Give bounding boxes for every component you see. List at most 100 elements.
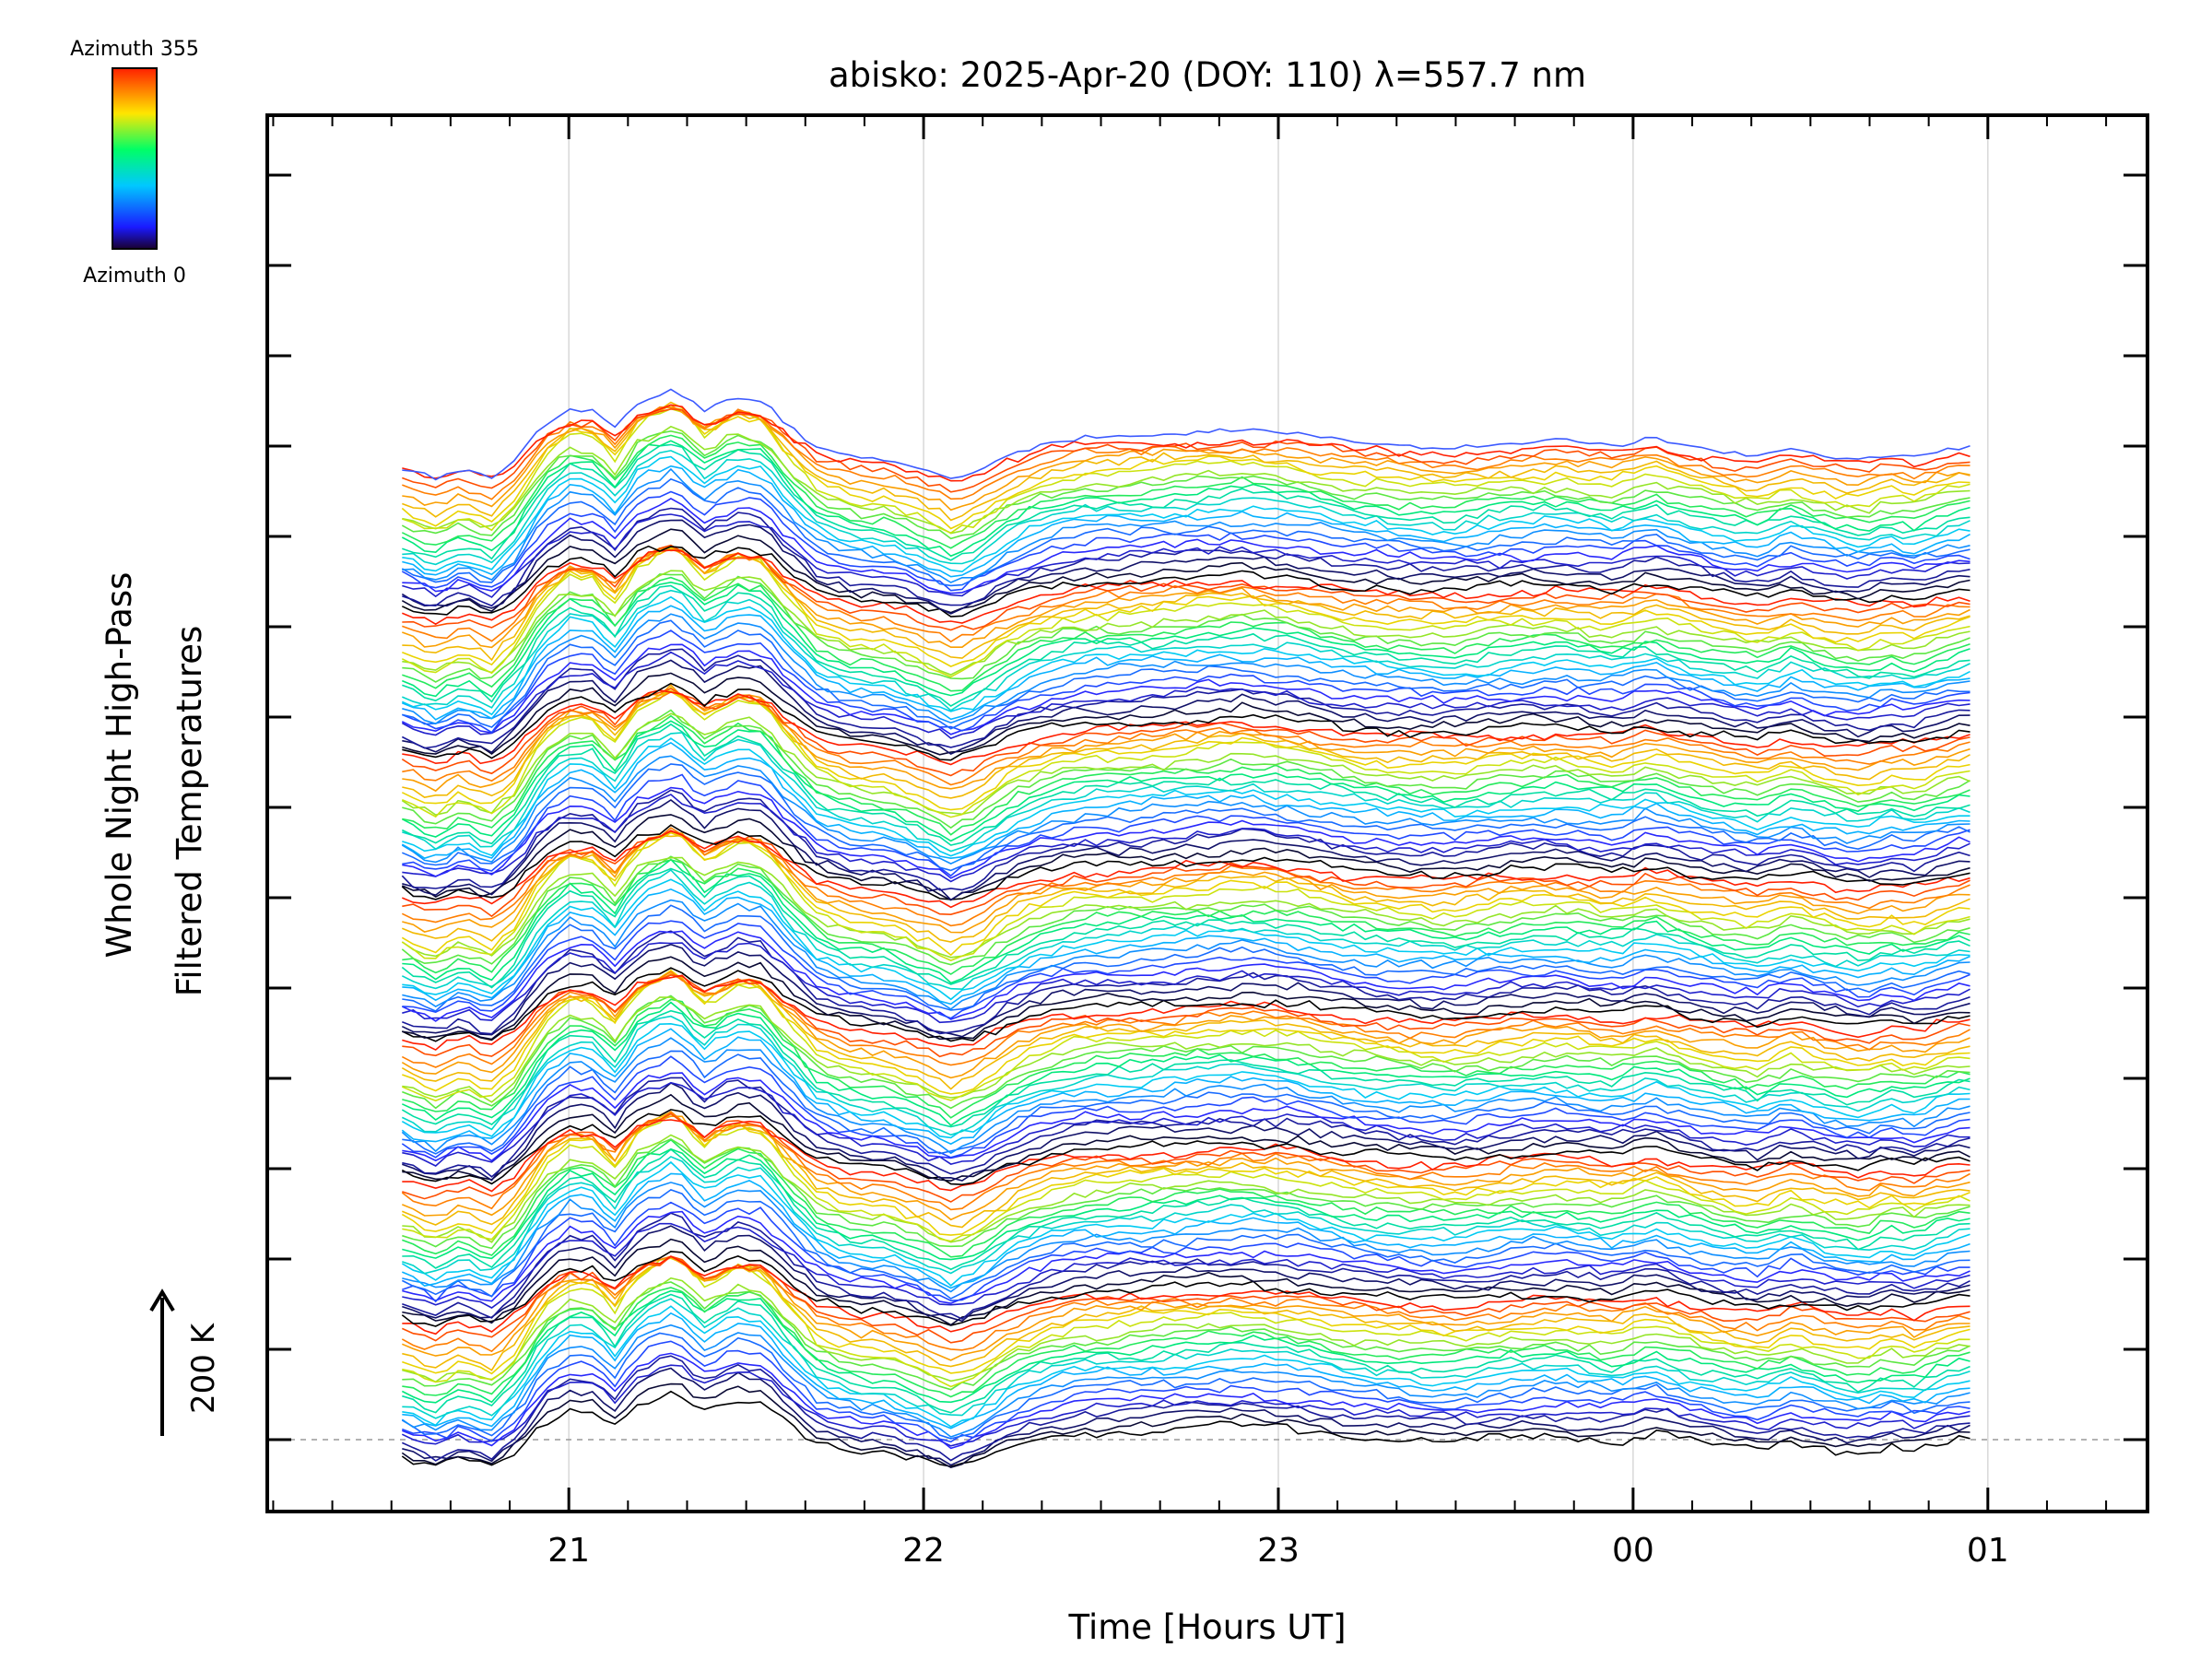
azimuth-trace bbox=[401, 429, 1971, 540]
azimuth-trace bbox=[401, 831, 1971, 957]
azimuth-trace bbox=[401, 1382, 1971, 1468]
azimuth-trace bbox=[401, 1324, 1971, 1438]
scale-bar bbox=[149, 1288, 175, 1436]
azimuth-trace bbox=[401, 1015, 1971, 1136]
azimuth-trace bbox=[401, 741, 1971, 860]
azimuth-trace bbox=[401, 967, 1971, 1042]
azimuth-trace bbox=[402, 930, 1971, 1035]
azimuth-trace bbox=[401, 595, 1971, 716]
azimuth-trace bbox=[402, 1212, 1971, 1321]
azimuth-trace bbox=[401, 1055, 1971, 1159]
colorbar-top-label: Azimuth 355 bbox=[70, 38, 199, 61]
azimuth-trace bbox=[402, 407, 1971, 535]
azimuth-trace bbox=[402, 1340, 1971, 1443]
azimuth-trace bbox=[402, 689, 1971, 766]
azimuth-trace bbox=[401, 581, 1971, 698]
azimuth-trace bbox=[402, 404, 1971, 482]
azimuth-trace bbox=[402, 1298, 1971, 1419]
azimuth-trace bbox=[401, 1390, 1971, 1467]
azimuth-trace bbox=[402, 547, 1971, 662]
azimuth-trace bbox=[401, 440, 1971, 558]
azimuth-trace bbox=[401, 1160, 1971, 1287]
azimuth-trace bbox=[402, 1287, 1971, 1398]
azimuth-trace bbox=[401, 824, 1971, 900]
azimuth-trace bbox=[402, 994, 1971, 1110]
grid bbox=[267, 115, 2147, 1512]
azimuth-trace bbox=[402, 1072, 1971, 1162]
colorbar-bottom-label: Azimuth 0 bbox=[83, 265, 186, 288]
azimuth-trace bbox=[402, 1293, 1971, 1414]
azimuth-trace bbox=[401, 406, 1971, 530]
azimuth-trace bbox=[402, 1257, 1971, 1388]
azimuth-trace bbox=[402, 1225, 1971, 1323]
azimuth-trace bbox=[401, 1111, 1971, 1229]
azimuth-trace bbox=[402, 899, 1971, 1010]
azimuth-trace bbox=[401, 868, 1971, 991]
azimuth-trace bbox=[401, 763, 1971, 872]
azimuth-trace bbox=[401, 723, 1971, 846]
azimuth-trace bbox=[401, 1189, 1971, 1300]
azimuth-trace bbox=[402, 682, 1971, 761]
x-tick-label-00: 00 bbox=[1612, 1532, 1654, 1570]
azimuth-trace bbox=[402, 773, 1971, 877]
azimuth-trace bbox=[402, 1081, 1971, 1167]
y-axis-title-line-2: Filtered Temperatures bbox=[170, 626, 209, 996]
azimuth-trace bbox=[402, 1305, 1971, 1428]
azimuth-trace bbox=[402, 1082, 1971, 1182]
azimuth-trace bbox=[401, 827, 1971, 927]
azimuth-trace bbox=[402, 1156, 1971, 1275]
azimuth-trace bbox=[401, 651, 1971, 740]
azimuth-trace bbox=[401, 789, 1971, 891]
azimuth-trace bbox=[401, 1022, 1971, 1139]
azimuth-trace bbox=[402, 888, 1971, 1006]
azimuth-trace bbox=[402, 732, 1971, 853]
azimuth-trace bbox=[402, 613, 1971, 725]
azimuth-trace bbox=[401, 528, 1971, 614]
azimuth-trace bbox=[402, 672, 1971, 756]
azimuth-trace bbox=[401, 477, 1971, 587]
azimuth-trace bbox=[402, 1093, 1971, 1182]
azimuth-trace bbox=[402, 709, 1971, 830]
azimuth-trace bbox=[401, 867, 1971, 989]
azimuth-trace bbox=[402, 450, 1971, 566]
azimuth-trace bbox=[401, 643, 1971, 735]
azimuth-trace bbox=[402, 584, 1971, 707]
azimuth-trace bbox=[402, 513, 1971, 598]
azimuth-trace bbox=[402, 690, 1971, 786]
azimuth-trace bbox=[402, 956, 1971, 1041]
azimuth-trace bbox=[402, 942, 1971, 1024]
chart-title: abisko: 2025-Apr-20 (DOY: 110) λ=557.7 n… bbox=[829, 55, 1586, 95]
azimuth-trace bbox=[401, 1332, 1971, 1440]
azimuth-trace bbox=[402, 467, 1971, 583]
azimuth-trace bbox=[401, 1250, 1971, 1327]
azimuth-trace bbox=[401, 943, 1971, 1038]
azimuth-trace bbox=[401, 490, 1971, 592]
azimuth-trace bbox=[402, 465, 1971, 578]
azimuth-trace bbox=[401, 1109, 1971, 1186]
x-tick-label-22: 22 bbox=[902, 1532, 945, 1570]
azimuth-trace bbox=[401, 814, 1971, 901]
scale-bar-label: 200 K bbox=[185, 1322, 222, 1414]
azimuth-trace bbox=[402, 1255, 1971, 1335]
azimuth-trace bbox=[402, 573, 1971, 683]
azimuth-trace bbox=[401, 545, 1971, 618]
plot-frame bbox=[265, 113, 2149, 1513]
azimuth-trace bbox=[402, 455, 1971, 573]
azimuth-trace bbox=[401, 930, 1971, 1022]
azimuth-trace bbox=[401, 830, 1971, 909]
azimuth-trace bbox=[402, 794, 1971, 883]
azimuth-trace bbox=[402, 904, 1971, 1012]
azimuth-trace bbox=[402, 1134, 1971, 1243]
azimuth-trace bbox=[402, 786, 1971, 879]
azimuth-trace bbox=[402, 1277, 1971, 1383]
x-axis-title: Time [Hours UT] bbox=[1067, 1607, 1346, 1647]
data-traces bbox=[401, 388, 1971, 1468]
x-tick-label-23: 23 bbox=[1257, 1532, 1300, 1570]
azimuth-trace bbox=[402, 443, 1971, 561]
azimuth-trace bbox=[401, 1028, 1971, 1146]
x-tick-label-01: 01 bbox=[1967, 1532, 2009, 1570]
azimuth-trace bbox=[402, 659, 1971, 756]
azimuth-trace bbox=[402, 619, 1971, 730]
azimuth-trace bbox=[401, 605, 1971, 721]
